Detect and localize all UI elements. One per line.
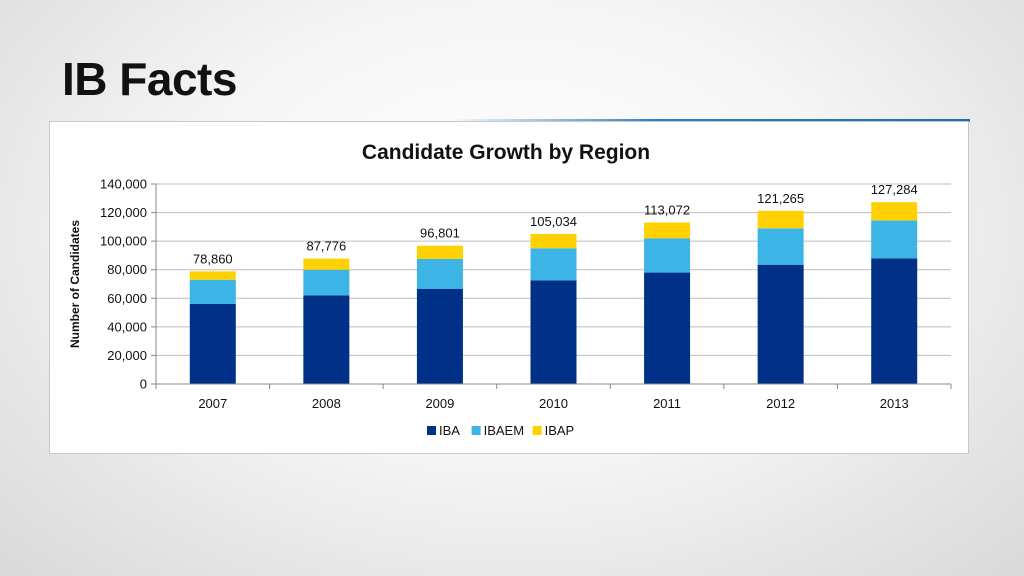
x-tick-label: 2011 [653, 396, 681, 411]
y-axis-ticks: 0 20,000 40,000 60,000 80,000 100,000 120,000 1… [100, 177, 156, 392]
bar-iba-2007 [189, 304, 236, 384]
x-tick-label: 2007 [198, 396, 227, 411]
bar-ibap-2011 [644, 222, 691, 239]
stacked-bar-chart: Candidate Growth by Region Number of Can… [68, 141, 952, 438]
bar-ibaem-2010 [530, 248, 577, 281]
chart-title: Candidate Growth by Region [362, 141, 650, 164]
axes [155, 184, 951, 385]
legend-label-ibap: IBAP [545, 423, 575, 438]
legend-label-iba: IBA [439, 423, 460, 438]
bar-ibap-2008 [303, 258, 350, 270]
x-tick-label: 2010 [539, 396, 568, 411]
bar-ibap-2009 [416, 245, 463, 259]
bar-iba-2011 [644, 272, 691, 384]
bar-iba-2010 [530, 280, 577, 384]
y-tick-label: 20,000 [107, 348, 147, 363]
y-tick-label: 120,000 [100, 205, 147, 220]
bar-ibap-2010 [530, 233, 577, 249]
bars [189, 202, 918, 384]
legend-swatch-ibap [532, 426, 542, 435]
legend: IBA IBAEM IBAP [427, 423, 574, 438]
bar-ibaem-2011 [644, 238, 691, 273]
slide-title: IB Facts [62, 53, 237, 105]
total-label-2012: 121,265 [757, 191, 804, 206]
y-tick-label: 60,000 [107, 291, 147, 306]
chart-panel: Candidate Growth by Region Number of Can… [49, 121, 969, 454]
y-tick-label: 140,000 [100, 177, 147, 192]
x-tick-label: 2009 [425, 396, 454, 411]
total-label-2007: 78,860 [193, 251, 233, 266]
bar-ibaem-2007 [189, 279, 236, 304]
bar-iba-2013 [871, 258, 918, 384]
bar-ibap-2012 [757, 210, 804, 229]
accent-line [450, 119, 970, 122]
total-labels: 78,860 87,776 96,801 105,034 113,072 121,265 1… [193, 182, 918, 266]
bar-iba-2008 [303, 295, 350, 384]
total-label-2013: 127,284 [871, 182, 918, 197]
x-tick-label: 2012 [766, 396, 795, 411]
total-label-2008: 87,776 [306, 239, 346, 254]
total-label-2009: 96,801 [420, 226, 460, 241]
bar-ibaem-2013 [871, 220, 918, 259]
x-tick-label: 2013 [880, 396, 909, 411]
bar-ibaem-2009 [416, 259, 463, 289]
y-tick-label: 0 [140, 377, 147, 392]
y-tick-label: 100,000 [100, 234, 147, 249]
y-tick-label: 40,000 [107, 319, 147, 334]
legend-swatch-iba [427, 426, 436, 435]
bar-iba-2009 [416, 289, 463, 384]
total-label-2011: 113,072 [644, 202, 690, 217]
total-label-2010: 105,034 [530, 214, 577, 229]
legend-label-ibaem: IBAEM [484, 423, 524, 438]
legend-swatch-ibaem [471, 426, 481, 435]
bar-iba-2012 [757, 264, 804, 384]
bar-ibap-2013 [871, 202, 918, 221]
x-axis-ticks: 2007 2008 2009 2010 2011 2012 2013 [155, 384, 952, 411]
bar-ibap-2007 [189, 271, 236, 280]
y-tick-label: 80,000 [107, 262, 147, 277]
bar-ibaem-2012 [757, 228, 804, 265]
y-axis-label: Number of Candidates [68, 220, 82, 348]
bar-ibaem-2008 [303, 269, 350, 296]
x-tick-label: 2008 [312, 396, 341, 411]
